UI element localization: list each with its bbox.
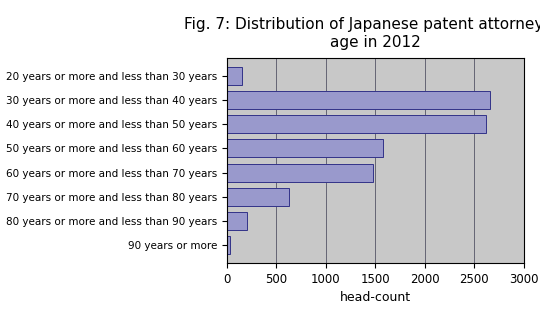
Bar [227, 187, 289, 206]
Title: Fig. 7: Distribution of Japanese patent attorney by
age in 2012: Fig. 7: Distribution of Japanese patent … [184, 17, 540, 50]
Bar [227, 212, 247, 230]
Bar [227, 67, 242, 85]
Bar [227, 115, 486, 134]
Bar [227, 139, 383, 158]
Bar [227, 236, 230, 254]
Bar [227, 91, 490, 109]
X-axis label: head-count: head-count [340, 291, 411, 305]
Bar [227, 163, 373, 182]
